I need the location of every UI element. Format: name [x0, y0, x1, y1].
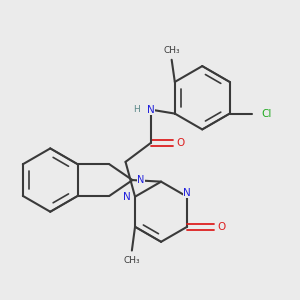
Text: Cl: Cl [261, 109, 272, 118]
Text: N: N [137, 175, 145, 185]
Text: N: N [147, 105, 155, 115]
Text: O: O [218, 222, 226, 232]
Text: N: N [183, 188, 191, 198]
Text: CH₃: CH₃ [163, 46, 180, 55]
Text: O: O [177, 138, 185, 148]
Text: H: H [133, 105, 140, 114]
Text: N: N [122, 192, 130, 202]
Text: CH₃: CH₃ [124, 256, 140, 265]
